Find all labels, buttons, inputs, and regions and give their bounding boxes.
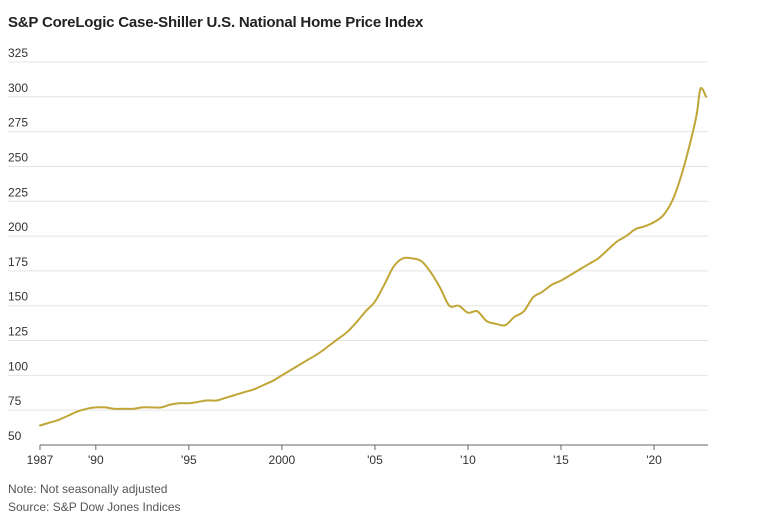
y-tick-label: 250: [8, 150, 28, 164]
y-tick-label: 150: [8, 290, 28, 304]
y-tick-label: 125: [8, 325, 28, 339]
y-tick-label: 275: [8, 116, 28, 130]
note-text: Note: Not seasonally adjusted: [8, 482, 168, 496]
y-tick-label: 300: [8, 81, 28, 95]
y-tick-label: 100: [8, 359, 28, 373]
y-tick-label: 75: [8, 394, 22, 408]
x-tick-label: 2000: [269, 453, 296, 467]
source-text: Source: S&P Dow Jones Indices: [8, 500, 181, 514]
x-tick-label: '10: [460, 453, 476, 467]
y-tick-label: 225: [8, 185, 28, 199]
series: [39, 86, 708, 427]
x-tick-label: '95: [181, 453, 197, 467]
y-tick-label: 175: [8, 255, 28, 269]
x-tick-label: '20: [646, 453, 662, 467]
x-tick-label: '05: [367, 453, 383, 467]
y-tick-label: 50: [8, 429, 22, 443]
x-tick-label: 1987: [27, 453, 54, 467]
x-axis: 1987 '90 '95 2000 '05 '10 '15 '20: [27, 444, 708, 467]
x-tick-label: '15: [553, 453, 569, 467]
series-line: [39, 86, 708, 427]
y-tick-label: 325: [8, 46, 28, 60]
y-axis: 50 75 100 125 150 175 200 225 250 275 300 325: [8, 46, 28, 443]
chart-title: S&P CoreLogic Case-Shiller U.S. National…: [8, 14, 424, 31]
x-tick-label: '90: [88, 453, 104, 467]
y-tick-label: 200: [8, 220, 28, 234]
gridlines: [8, 61, 708, 411]
